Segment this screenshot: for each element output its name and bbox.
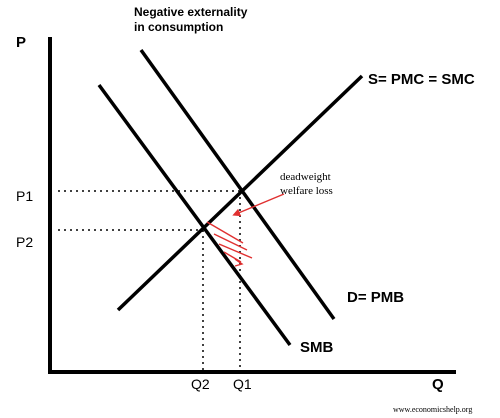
- deadweight-loss-hatching: [206, 221, 253, 267]
- supply-curve: [116, 74, 364, 312]
- y-axis-label: P: [16, 34, 26, 51]
- tick-q2: Q2: [191, 376, 210, 392]
- title-line-2: in consumption: [134, 20, 223, 34]
- x-axis-label: Q: [432, 376, 444, 393]
- tick-p1: P1: [16, 188, 33, 204]
- source-credit: www.economicshelp.org: [393, 405, 472, 414]
- deadweight-arrow: [232, 193, 285, 217]
- tick-p2: P2: [16, 234, 33, 250]
- deadweight-label-line-1: deadweight: [280, 171, 331, 183]
- smb-curve: [97, 83, 292, 347]
- demand-curve: [139, 48, 336, 321]
- deadweight-label-line-2: welfare loss: [280, 185, 333, 197]
- title-line-1: Negative externality: [134, 5, 248, 19]
- tick-q1: Q1: [233, 376, 252, 392]
- smb-label: SMB: [300, 339, 334, 356]
- supply-label: S= PMC = SMC: [368, 71, 475, 88]
- demand-label: D= PMB: [347, 289, 404, 306]
